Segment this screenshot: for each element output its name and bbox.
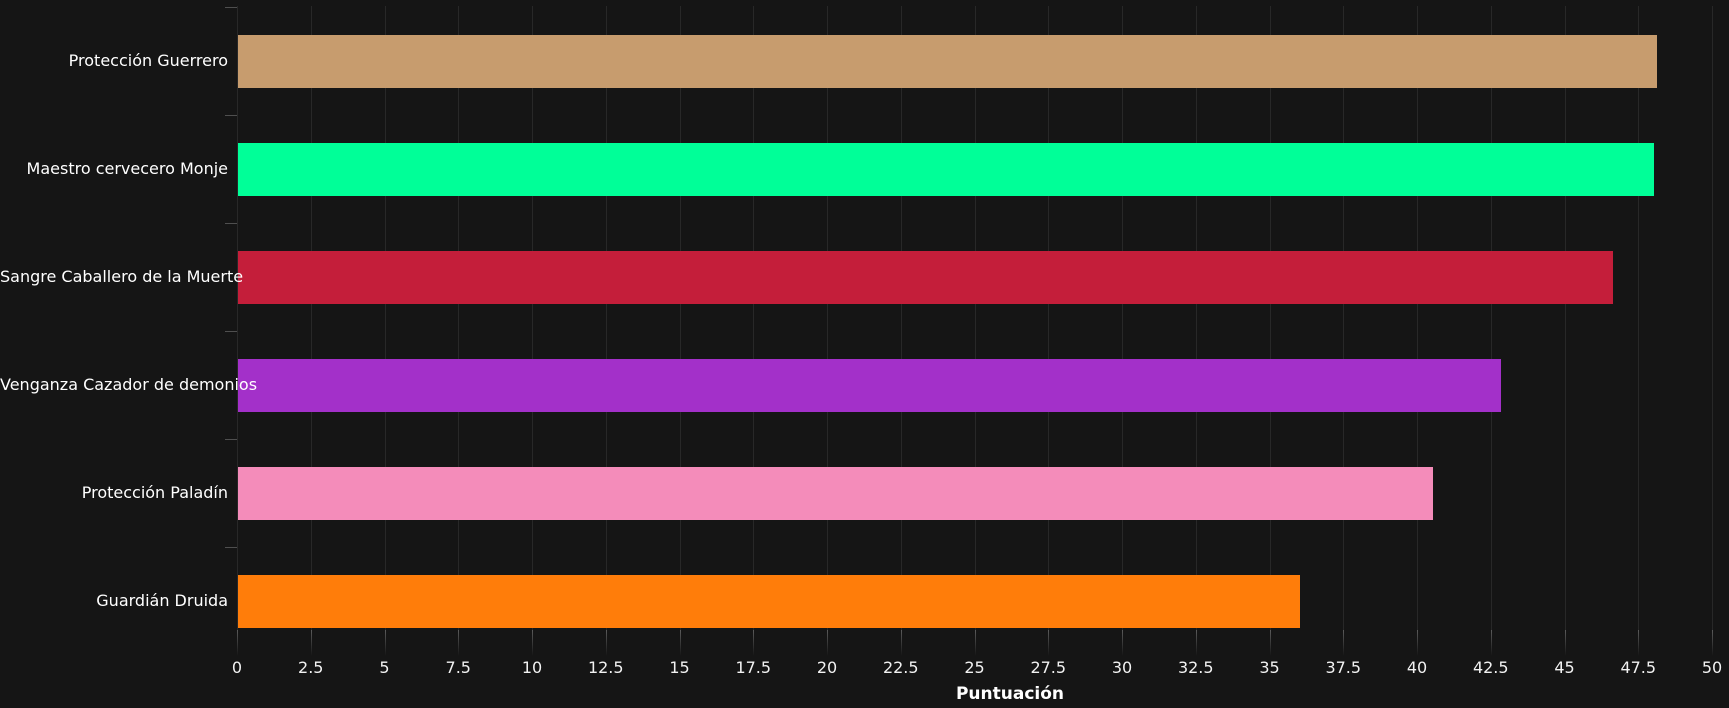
x-axis-title: Puntuación (955, 684, 1065, 704)
gridline-x-5 (384, 6, 386, 630)
x-tick-label: 5 (379, 658, 390, 677)
x-tick-mark (1269, 630, 1271, 656)
gridline-x-15 (679, 6, 681, 630)
y-tick-mark (225, 223, 237, 224)
x-tick-label: 0 (231, 658, 243, 677)
x-tick-mark (310, 630, 312, 656)
x-tick-label: 47.5 (1620, 658, 1657, 677)
gridline-x-30 (1122, 6, 1123, 630)
x-tick-mark (1048, 630, 1050, 656)
gridline-x-45 (1564, 6, 1566, 630)
bar-guardi-n-druida[interactable] (238, 574, 1300, 628)
x-tick-mark (679, 630, 681, 656)
gridline-x-0 (237, 6, 238, 630)
x-tick-label: 27.5 (1030, 658, 1067, 677)
bar-protecci-n-guerrero[interactable] (238, 34, 1657, 88)
x-tick-mark (1417, 630, 1418, 656)
gridline-x-17.5 (753, 6, 755, 630)
gridline-x-7.5 (458, 6, 460, 630)
gridline-x-12.5 (605, 6, 607, 630)
category-label: Maestro cervecero Monje (26, 159, 228, 178)
gridline-x-25 (974, 6, 976, 630)
x-tick-label: 22.5 (882, 658, 919, 677)
x-tick-mark (1195, 630, 1197, 656)
x-tick-mark (1122, 630, 1123, 656)
gridline-x-50 (1712, 6, 1713, 630)
bar-sangre-caballero-de-la-muerte[interactable] (238, 250, 1613, 304)
x-tick-mark (237, 630, 238, 656)
category-label: Guardián Druida (96, 591, 228, 610)
gridline-x-32.5 (1195, 6, 1197, 630)
category-label: Protección Paladín (81, 483, 228, 502)
x-tick-mark (1490, 630, 1492, 656)
x-tick-label: 10 (521, 658, 543, 677)
x-tick-mark (827, 630, 828, 656)
x-tick-label: 40 (1406, 658, 1428, 677)
gridline-x-2.5 (310, 6, 312, 630)
gridline-x-22.5 (900, 6, 902, 630)
y-tick-mark (225, 7, 237, 8)
x-tick-label: 42.5 (1472, 658, 1509, 677)
bar-venganza-cazador-de-demonios[interactable] (238, 358, 1501, 412)
category-label: Venganza Cazador de demonios (0, 375, 258, 394)
x-tick-label: 32.5 (1177, 658, 1214, 677)
y-tick-mark (225, 439, 237, 440)
x-tick-mark (458, 630, 460, 656)
x-tick-mark (753, 630, 755, 656)
x-tick-label: 37.5 (1325, 658, 1362, 677)
x-tick-label: 20 (816, 658, 838, 677)
x-tick-label: 15 (669, 658, 690, 677)
gridline-x-20 (827, 6, 828, 630)
bar-protecci-n-palad-n[interactable] (238, 466, 1433, 520)
y-tick-mark (225, 331, 237, 332)
gridline-x-10 (532, 6, 533, 630)
gridline-x-47.5 (1638, 6, 1640, 630)
x-tick-label: 30 (1111, 658, 1133, 677)
x-tick-mark (1343, 630, 1345, 656)
x-tick-mark (900, 630, 902, 656)
x-tick-mark (1638, 630, 1640, 656)
gridline-x-42.5 (1490, 6, 1492, 630)
plot-area (225, 6, 1713, 630)
x-tick-label: 2.5 (298, 658, 324, 677)
gridline-x-27.5 (1048, 6, 1050, 630)
x-tick-label: 50 (1701, 658, 1723, 677)
x-tick-mark (1712, 630, 1713, 656)
x-tick-label: 12.5 (587, 658, 624, 677)
x-tick-mark (384, 630, 386, 656)
gridline-x-37.5 (1343, 6, 1345, 630)
gridline-x-40 (1417, 6, 1418, 630)
x-tick-label: 7.5 (445, 658, 471, 677)
x-tick-mark (974, 630, 976, 656)
y-tick-mark (225, 547, 237, 548)
x-tick-label: 25 (964, 658, 985, 677)
x-tick-mark (532, 630, 533, 656)
category-label: Protección Guerrero (68, 51, 228, 70)
x-tick-mark (605, 630, 607, 656)
x-tick-label: 45 (1554, 658, 1575, 677)
y-tick-mark (225, 115, 237, 116)
x-tick-mark (1564, 630, 1566, 656)
x-tick-label: 17.5 (735, 658, 772, 677)
gridline-x-35 (1269, 6, 1271, 630)
x-tick-label: 35 (1259, 658, 1280, 677)
category-label: Sangre Caballero de la Muerte (0, 267, 244, 286)
bar-maestro-cervecero-monje[interactable] (238, 142, 1654, 196)
